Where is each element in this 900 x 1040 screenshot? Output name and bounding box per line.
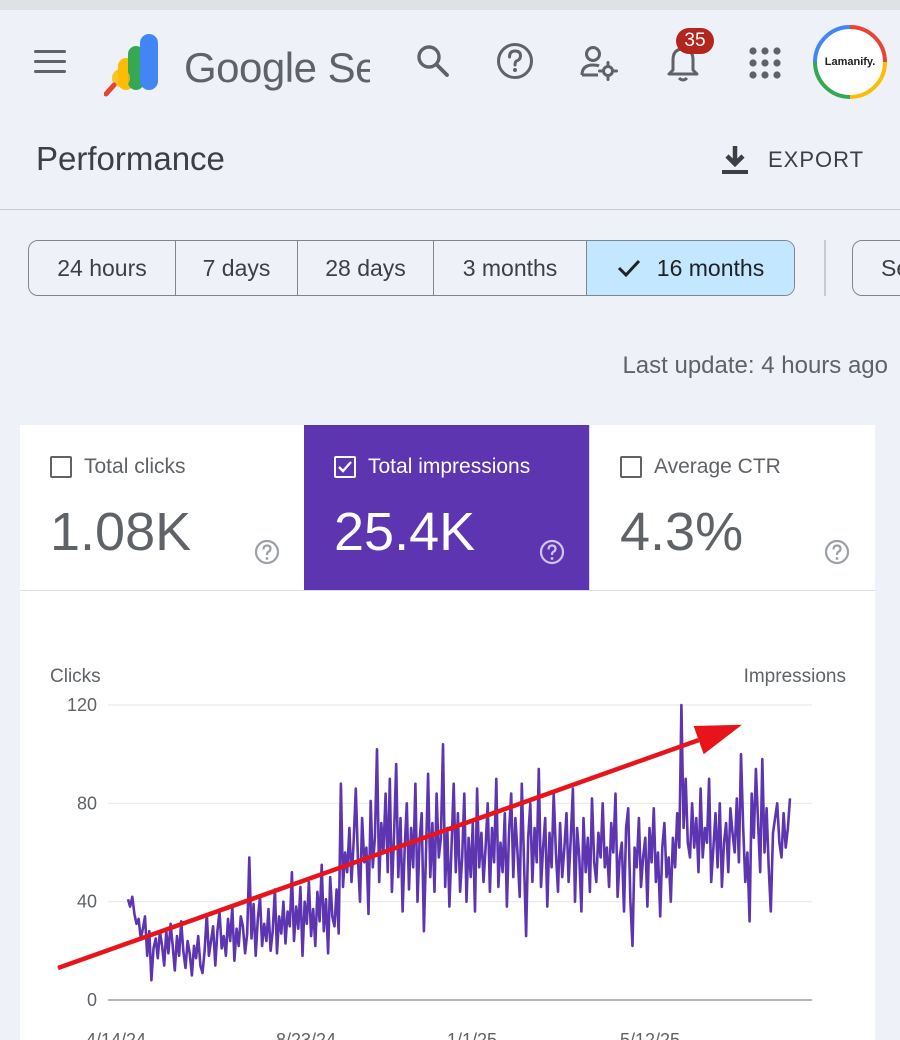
product-name: Google Search Console: [184, 44, 370, 91]
help-icon: [497, 43, 533, 79]
metric-total-clicks[interactable]: Total clicks 1.08K: [20, 425, 304, 591]
export-label: EXPORT: [768, 147, 865, 172]
notification-count-badge: 35: [676, 28, 714, 54]
trend-arrow-head: [693, 724, 742, 755]
y-tick-label: 120: [67, 695, 97, 715]
last-update-text: Last update: 4 hours ago: [622, 352, 888, 379]
search-type-filter[interactable]: Search type: [852, 240, 900, 296]
y-tick-label: 80: [77, 793, 97, 813]
checkbox-checked-icon[interactable]: [334, 456, 356, 478]
export-button[interactable]: EXPORT: [720, 140, 864, 180]
x-tick-label: 5/12/25: [620, 1030, 680, 1040]
metric-value: 1.08K: [50, 502, 192, 562]
range-24-hours[interactable]: 24 hours: [29, 241, 176, 295]
notifications-button[interactable]: 35: [660, 28, 714, 86]
help-button[interactable]: [492, 38, 538, 84]
range-label: 28 days: [325, 254, 406, 281]
app-bar: Google Search Console 35: [0, 10, 900, 120]
hamburger-icon: [34, 50, 66, 53]
range-16-months[interactable]: 16 months: [587, 241, 794, 295]
hamburger-icon-bar: [34, 70, 66, 73]
date-range-selector: 24 hours 7 days 28 days 3 months 16 mont…: [28, 240, 795, 296]
range-label: 16 months: [656, 254, 765, 281]
x-tick-label: 4/14/24: [86, 1030, 146, 1040]
user-settings-button[interactable]: [576, 40, 622, 86]
main-menu-button[interactable]: [28, 40, 72, 84]
range-7-days[interactable]: 7 days: [176, 241, 298, 295]
range-28-days[interactable]: 28 days: [298, 241, 434, 295]
search-button[interactable]: [410, 38, 456, 84]
y-tick-label: 40: [77, 892, 97, 912]
help-circle-icon[interactable]: [824, 539, 850, 565]
metric-value: 25.4K: [334, 502, 476, 562]
x-tick-label: 8/23/24: [276, 1030, 336, 1040]
search-icon: [417, 45, 449, 77]
range-label: 24 hours: [57, 254, 147, 281]
metric-label: Total clicks: [84, 455, 186, 478]
y-axis-left-label: Clicks: [50, 666, 101, 687]
filter-divider: [824, 240, 826, 296]
manage-users-icon: [580, 46, 618, 81]
page-title: Performance: [36, 140, 225, 177]
metric-value: 4.3%: [620, 502, 744, 562]
range-label: 3 months: [462, 254, 558, 281]
hamburger-icon-bar: [34, 60, 66, 63]
trend-arrow-shaft: [57, 737, 700, 971]
account-avatar[interactable]: Lamanify.: [812, 24, 888, 100]
checkbox-unchecked-icon[interactable]: [50, 456, 72, 478]
page-header: Performance EXPORT: [0, 120, 900, 210]
download-icon: [722, 146, 748, 174]
checkbox-unchecked-icon[interactable]: [620, 456, 642, 478]
range-label: 7 days: [202, 254, 271, 281]
performance-card: Total clicks 1.08K Total impressions 25.…: [20, 425, 875, 1040]
y-tick-label: 0: [87, 990, 97, 1010]
y-axis-right-label: Impressions: [744, 666, 846, 687]
avatar-logo-text: Lamanify.: [824, 56, 876, 68]
help-circle-icon[interactable]: [254, 539, 280, 565]
metric-label: Average CTR: [654, 455, 781, 478]
checkmark-icon: [617, 259, 640, 278]
impressions-series-line: [126, 703, 792, 982]
range-3-months[interactable]: 3 months: [434, 241, 587, 295]
x-tick-label: 1/1/25: [447, 1030, 497, 1040]
metric-total-impressions[interactable]: Total impressions 25.4K: [304, 425, 589, 591]
search-console-logo[interactable]: [103, 34, 166, 98]
metric-average-ctr[interactable]: Average CTR 4.3%: [589, 425, 875, 591]
help-circle-icon[interactable]: [539, 539, 565, 565]
metric-label: Total impressions: [368, 455, 531, 478]
apps-grid-icon: [749, 47, 781, 79]
browser-top-strip: [0, 0, 900, 10]
apps-button[interactable]: [742, 40, 788, 86]
